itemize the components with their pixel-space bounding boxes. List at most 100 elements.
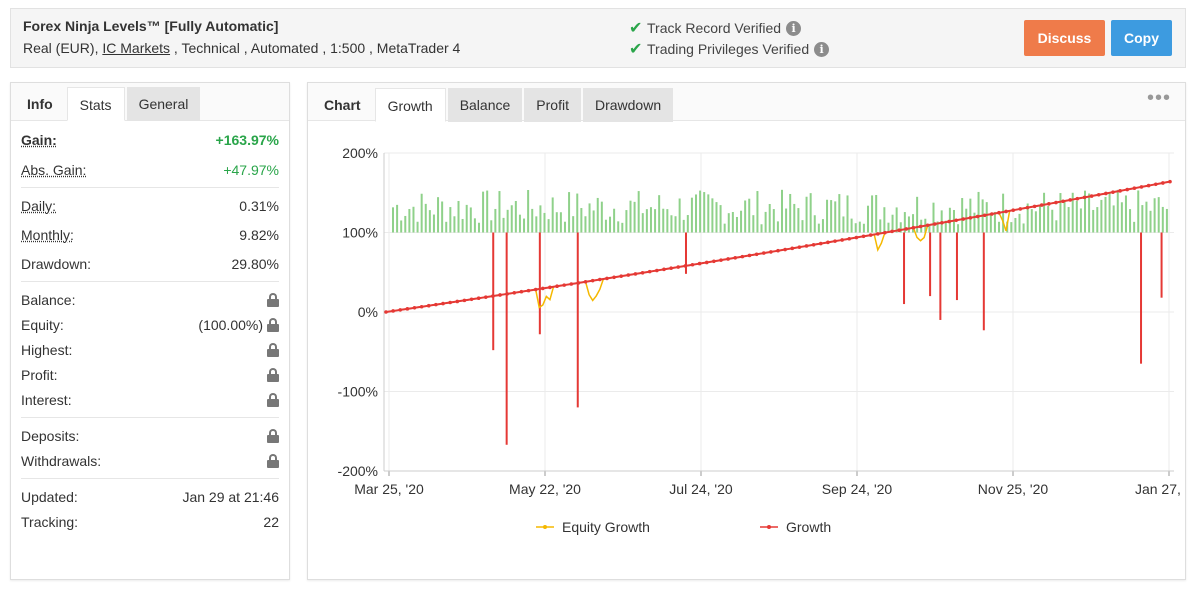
growth-point [391, 309, 395, 313]
growth-point [519, 289, 524, 294]
bar [649, 207, 652, 233]
tab-info[interactable]: Info [27, 96, 53, 112]
growth-point [761, 251, 766, 255]
bar [817, 223, 820, 233]
bar [1165, 208, 1168, 233]
growth-point [512, 291, 517, 295]
bar [740, 210, 743, 233]
bar [891, 214, 894, 233]
monthly-label[interactable]: Monthly: [21, 226, 74, 243]
tab-general[interactable]: General [126, 87, 201, 121]
bar [1059, 193, 1062, 233]
bar [482, 191, 485, 233]
bar [1030, 209, 1033, 233]
bar [633, 201, 636, 233]
growth-point [883, 230, 887, 235]
growth-point [605, 276, 609, 281]
bar [563, 221, 566, 233]
bar [1018, 213, 1021, 233]
bar [1145, 201, 1148, 233]
growth-point [633, 272, 638, 276]
bar [609, 216, 612, 233]
growth-point [740, 254, 745, 259]
growth-point [1089, 194, 1094, 198]
y-tick-label: -100% [338, 384, 378, 400]
growth-point [947, 219, 951, 224]
bar [600, 201, 603, 233]
track-record-verified: ✔ Track Record Verified i [629, 18, 802, 38]
bar [670, 215, 673, 233]
stat-updated: Updated: Jan 29 at 21:46 [21, 484, 279, 509]
bar [834, 201, 837, 233]
bar [432, 214, 435, 233]
growth-point [555, 284, 559, 289]
growth-point [940, 220, 944, 225]
growth-point [598, 277, 602, 282]
bar [682, 219, 685, 233]
tab-chart[interactable]: Chart [324, 97, 361, 113]
daily-label[interactable]: Daily: [21, 197, 57, 214]
x-tick-label: Nov 25, '20 [978, 481, 1049, 497]
legend-label: Growth [786, 519, 831, 535]
bar [969, 198, 972, 233]
spike-bar [939, 232, 942, 320]
bar [486, 190, 489, 233]
bar [842, 216, 845, 233]
growth-point [569, 282, 574, 286]
profit-label: Profit: [21, 366, 58, 383]
stats-list: Gain: +163.97% Abs. Gain: +47.97% Daily: 0.… [11, 121, 289, 534]
more-options-icon[interactable]: ••• [1146, 87, 1171, 109]
growth-point [469, 297, 474, 302]
account-header: Forex Ninja Levels™ [Fully Automatic] Re… [10, 8, 1186, 68]
gain-label[interactable]: Gain: [21, 131, 57, 148]
abs-gain-label[interactable]: Abs. Gain: [21, 161, 87, 178]
bar [494, 208, 497, 233]
bar [1034, 211, 1037, 233]
bar [428, 210, 431, 233]
tab-profit[interactable]: Profit [524, 88, 581, 122]
growth-point [541, 286, 545, 291]
bar [1112, 205, 1115, 233]
growth-point [1054, 200, 1058, 205]
info-icon[interactable]: i [814, 41, 830, 57]
bar [1088, 193, 1091, 233]
broker-link[interactable]: IC Markets [102, 40, 171, 56]
tab-drawdown[interactable]: Drawdown [582, 88, 674, 122]
tab-growth[interactable]: Growth [374, 88, 446, 122]
stat-equity: Equity: (100.00%) [21, 312, 279, 337]
bar [928, 224, 931, 233]
bar [527, 190, 530, 233]
bar [572, 216, 575, 233]
bar [895, 207, 898, 233]
bar [457, 200, 460, 233]
info-icon[interactable]: i [786, 20, 802, 36]
bar [1096, 207, 1099, 233]
bar [469, 207, 472, 233]
bar [502, 217, 505, 233]
bar [756, 191, 759, 233]
discuss-button[interactable]: Discuss [1024, 20, 1105, 56]
bar [1137, 190, 1140, 233]
bar [1022, 223, 1025, 233]
growth-point [491, 294, 495, 298]
bar [1161, 206, 1164, 233]
growth-point [1004, 209, 1008, 214]
growth-point [1096, 192, 1101, 197]
bar [1084, 190, 1087, 233]
growth-point [576, 281, 581, 285]
bar [866, 205, 869, 233]
growth-point [954, 218, 958, 223]
bar [932, 202, 935, 233]
spike-bar [929, 232, 932, 297]
growth-point [982, 213, 987, 218]
tab-stats[interactable]: Stats [66, 87, 125, 121]
growth-point [669, 266, 673, 271]
growth-point [769, 250, 773, 254]
copy-button[interactable]: Copy [1111, 20, 1172, 56]
bar [1051, 209, 1054, 233]
growth-point [455, 299, 460, 304]
bar [879, 219, 882, 233]
bar [420, 193, 423, 233]
bar [916, 196, 919, 233]
tab-balance[interactable]: Balance [447, 88, 523, 122]
